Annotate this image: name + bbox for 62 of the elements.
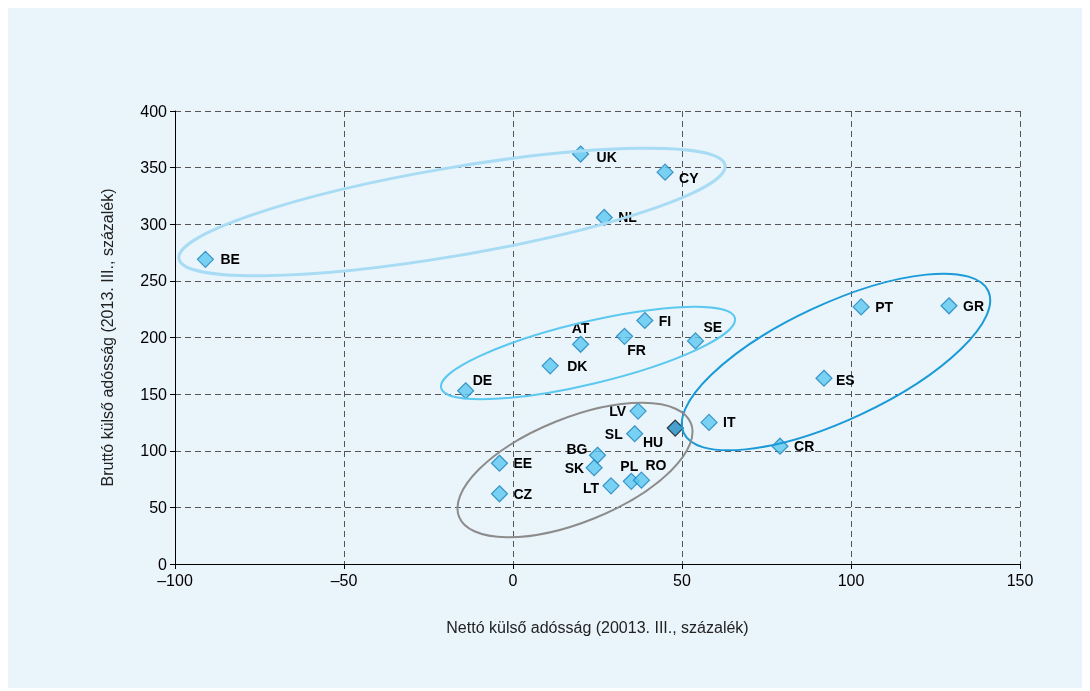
annotation: PL: [620, 458, 639, 475]
point: [615, 327, 634, 345]
point: [541, 357, 559, 375]
point: [629, 402, 647, 420]
y-tick-label: 400: [140, 102, 168, 120]
x-axis-title: Nettó külső adósság (20013. III., százalék): [446, 618, 749, 636]
annotation: FR: [627, 342, 646, 359]
x-tick-label: –50: [330, 571, 358, 589]
annotation: SE: [703, 318, 723, 335]
annotation: RO: [645, 457, 667, 474]
y-tick-label: 250: [140, 272, 168, 290]
point: [666, 419, 684, 437]
annotation: SL: [604, 425, 624, 442]
x-tick-label: 50: [673, 571, 691, 589]
point: [602, 477, 620, 495]
annotation: LV: [609, 403, 627, 420]
annotation: CZ: [513, 485, 533, 502]
point: [457, 382, 475, 400]
point: [196, 250, 215, 268]
x-tick-label: –100: [157, 571, 193, 589]
y-tick-label: 100: [140, 442, 168, 460]
point: [595, 208, 613, 227]
annotation: AT: [571, 320, 590, 337]
point: [588, 446, 607, 464]
point: [490, 485, 509, 503]
point: [572, 335, 590, 353]
annotation: GR: [963, 297, 985, 314]
point: [626, 425, 644, 443]
point: [636, 311, 654, 330]
point: [852, 298, 870, 316]
x-tick-label: 100: [837, 571, 865, 589]
annotation: SK: [564, 459, 585, 476]
y-tick-label: 0: [158, 555, 168, 573]
x-tick-label: 0: [508, 571, 518, 589]
annotation: IT: [723, 414, 736, 431]
point: [585, 459, 603, 477]
x-tick-label: 150: [1006, 571, 1034, 589]
annotation: FI: [658, 312, 672, 329]
annotation: CR: [794, 438, 815, 455]
y-tick-label: 150: [140, 385, 168, 403]
annotation: DE: [472, 371, 493, 388]
annotation: PT: [875, 298, 894, 315]
point: [940, 297, 958, 315]
y-tick-label: 300: [140, 215, 168, 233]
y-tick-label: 50: [149, 498, 168, 516]
annotation: CY: [679, 170, 700, 187]
point: [815, 369, 833, 387]
annotation: UK: [596, 149, 617, 166]
y-tick-label: 350: [140, 159, 168, 177]
annotation: DK: [567, 357, 588, 374]
y-tick-label: 200: [140, 329, 168, 346]
annotation: ES: [835, 372, 855, 389]
point: [700, 413, 718, 432]
point: [686, 332, 705, 350]
annotation: BE: [220, 251, 240, 268]
point: [490, 454, 509, 472]
point: [656, 163, 674, 181]
annotation: LT: [582, 479, 600, 496]
point: [632, 471, 651, 489]
annotation: HU: [643, 434, 664, 451]
y-axis-title: Bruttó külső adósság (2013. III., százalék): [98, 188, 116, 487]
annotation: EE: [513, 455, 533, 472]
